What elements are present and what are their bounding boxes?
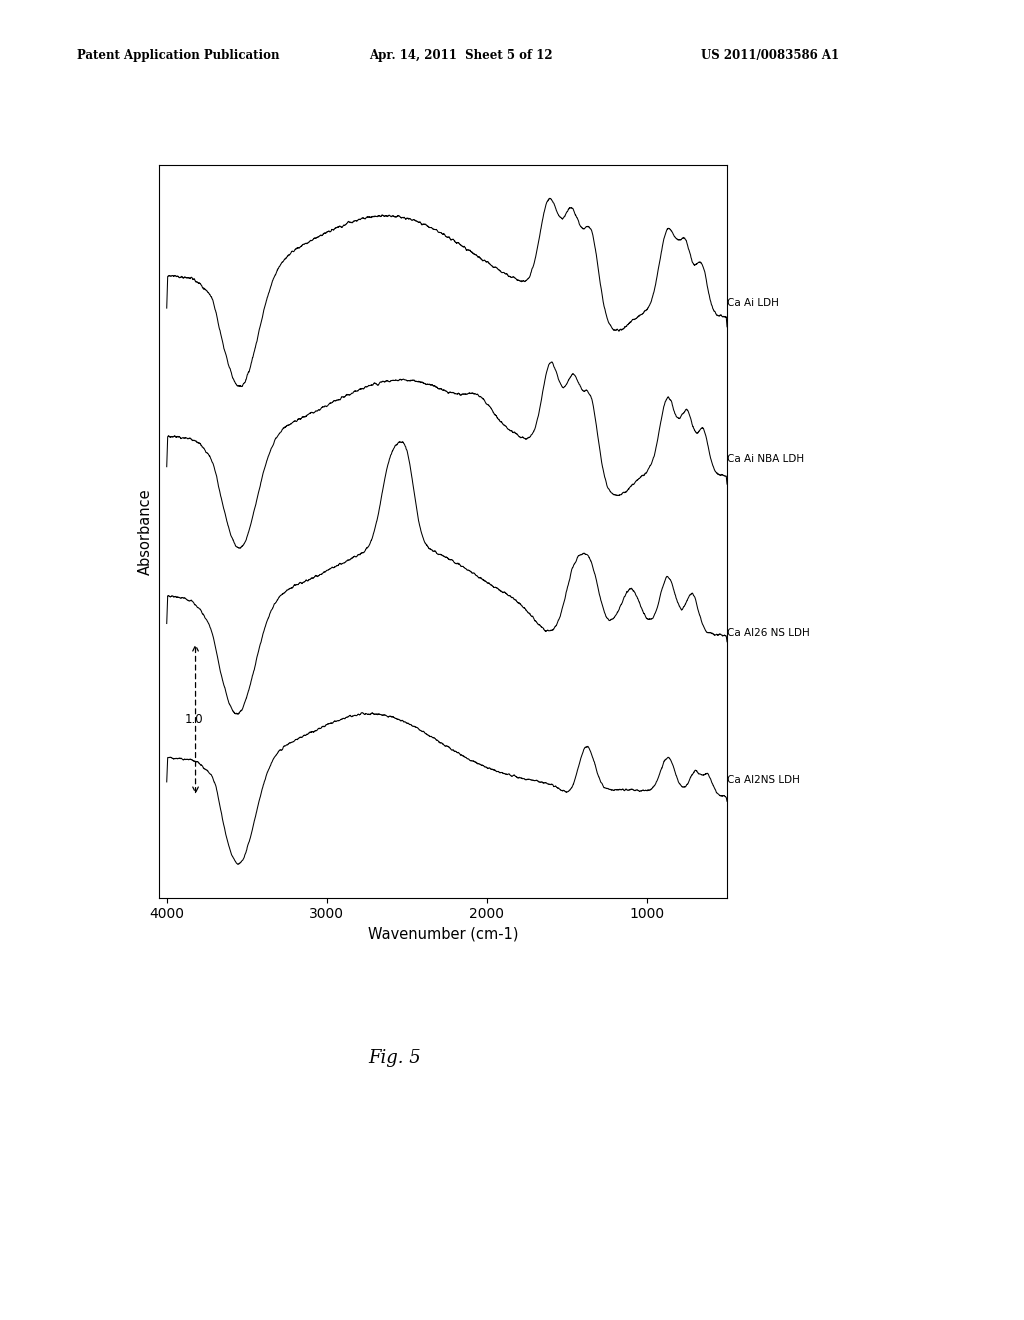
Text: Apr. 14, 2011  Sheet 5 of 12: Apr. 14, 2011 Sheet 5 of 12 bbox=[369, 49, 552, 62]
X-axis label: Wavenumber (cm-1): Wavenumber (cm-1) bbox=[368, 927, 518, 942]
Text: Fig. 5: Fig. 5 bbox=[368, 1048, 421, 1067]
Text: Ca Al2NS LDH: Ca Al2NS LDH bbox=[727, 775, 800, 785]
Text: Ca Al26 NS LDH: Ca Al26 NS LDH bbox=[727, 628, 810, 638]
Text: Patent Application Publication: Patent Application Publication bbox=[77, 49, 280, 62]
Text: 1.0: 1.0 bbox=[184, 713, 203, 726]
Y-axis label: Absorbance: Absorbance bbox=[138, 488, 154, 574]
Text: Ca Ai NBA LDH: Ca Ai NBA LDH bbox=[727, 454, 805, 465]
Text: US 2011/0083586 A1: US 2011/0083586 A1 bbox=[701, 49, 840, 62]
Text: Ca Ai LDH: Ca Ai LDH bbox=[727, 298, 779, 308]
